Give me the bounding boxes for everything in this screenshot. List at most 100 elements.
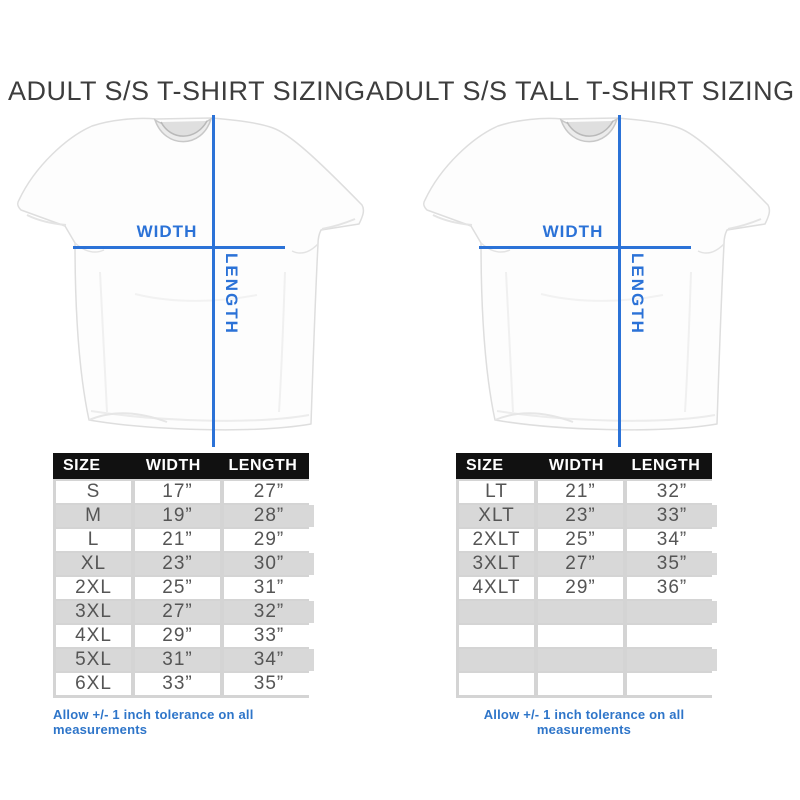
table-cell	[459, 625, 534, 647]
table-row: L 21” 29”	[56, 529, 314, 551]
table-row: 2XL 25” 31”	[56, 577, 314, 599]
table-cell: 4XLT	[459, 577, 534, 599]
table-cell: 31”	[135, 649, 220, 671]
table-cell: 17”	[135, 481, 220, 503]
tshirt-image	[422, 117, 771, 431]
table-cell: XLT	[459, 505, 534, 527]
table-cell	[459, 601, 534, 623]
table-row: 6XL 33” 35”	[56, 673, 314, 695]
table-row: 5XL 31” 34”	[56, 649, 314, 671]
width-line	[479, 246, 691, 249]
table-row	[459, 625, 717, 647]
table-cell: M	[56, 505, 131, 527]
table-body: LT 21” 32” XLT 23” 33” 2XLT 25” 34” 3XLT 27” 35” 4XL…	[456, 479, 717, 698]
table-cell: 3XLT	[459, 553, 534, 575]
table-cell: 6XL	[56, 673, 131, 695]
width-label: WIDTH	[542, 222, 604, 241]
table-row	[459, 649, 717, 671]
table-cell	[459, 649, 534, 671]
column-header-length: LENGTH	[631, 457, 701, 474]
column-header-size: SIZE	[63, 457, 101, 474]
table-cell: 34”	[224, 649, 314, 671]
table-cell: 23”	[538, 505, 623, 527]
table-row: S 17” 27”	[56, 481, 314, 503]
table-cell: 33”	[135, 673, 220, 695]
table-cell: 29”	[135, 625, 220, 647]
table-row: 4XLT 29” 36”	[459, 577, 717, 599]
size-table-tall: SIZE WIDTH LENGTH LT 21” 32” XLT 23” 33” 2XLT 2…	[456, 453, 717, 698]
table-cell	[538, 649, 623, 671]
table-cell: 23”	[135, 553, 220, 575]
table-cell: 25”	[538, 529, 623, 551]
width-label: WIDTH	[136, 222, 198, 241]
table-cell: 25”	[135, 577, 220, 599]
table-cell: 31”	[224, 577, 314, 599]
tolerance-footnote: Allow +/- 1 inch tolerance on all measur…	[483, 707, 685, 737]
tolerance-footnote: Allow +/- 1 inch tolerance on all measur…	[53, 707, 254, 737]
table-cell: 2XLT	[459, 529, 534, 551]
table-cell: 19”	[135, 505, 220, 527]
table-cell: 5XL	[56, 649, 131, 671]
page-title: ADULT S/S T-SHIRT SIZING	[8, 76, 366, 106]
table-cell: 2XL	[56, 577, 131, 599]
table-cell: XL	[56, 553, 131, 575]
table-cell: LT	[459, 481, 534, 503]
table-row: 3XL 27” 32”	[56, 601, 314, 623]
table-body: S 17” 27” M 19” 28” L 21” 29” XL 23” 30” 2XL 25” 31” 3X…	[53, 479, 314, 698]
table-cell: S	[56, 481, 131, 503]
page-title: ADULT S/S TALL T-SHIRT SIZING	[366, 76, 795, 106]
table-cell: 3XL	[56, 601, 131, 623]
table-cell: 32”	[627, 481, 717, 503]
table-cell: 29”	[224, 529, 314, 551]
table-header-row: SIZE WIDTH LENGTH	[53, 453, 309, 479]
table-cell	[538, 625, 623, 647]
length-line	[212, 115, 215, 447]
table-cell: 35”	[224, 673, 314, 695]
table-cell: 29”	[538, 577, 623, 599]
table-cell	[627, 649, 717, 671]
table-cell: L	[56, 529, 131, 551]
table-row: XLT 23” 33”	[459, 505, 717, 527]
table-row: 2XLT 25” 34”	[459, 529, 717, 551]
size-table-regular: SIZE WIDTH LENGTH S 17” 27” M 19” 28” L 21” 29” X…	[53, 453, 314, 698]
table-cell: 36”	[627, 577, 717, 599]
table-row	[459, 673, 717, 695]
length-label: LENGTH	[222, 253, 241, 335]
table-cell	[627, 625, 717, 647]
table-cell: 27”	[224, 481, 314, 503]
table-row	[459, 601, 717, 623]
tshirt-image	[16, 117, 365, 431]
column-header-width: WIDTH	[548, 457, 604, 474]
column-header-size: SIZE	[466, 457, 504, 474]
table-cell: 21”	[135, 529, 220, 551]
table-cell	[459, 673, 534, 695]
table-cell: 35”	[627, 553, 717, 575]
table-cell: 30”	[224, 553, 314, 575]
table-row: M 19” 28”	[56, 505, 314, 527]
table-row: 3XLT 27” 35”	[459, 553, 717, 575]
table-cell: 21”	[538, 481, 623, 503]
length-line	[618, 115, 621, 447]
table-header-row: SIZE WIDTH LENGTH	[456, 453, 712, 479]
tshirt-illustration: WIDTH LENGTH	[421, 112, 771, 452]
tshirt-illustration: WIDTH LENGTH	[15, 112, 365, 452]
table-cell: 27”	[538, 553, 623, 575]
table-cell	[538, 601, 623, 623]
table-cell	[538, 673, 623, 695]
width-line	[73, 246, 285, 249]
table-row: XL 23” 30”	[56, 553, 314, 575]
table-cell: 33”	[224, 625, 314, 647]
table-cell: 33”	[627, 505, 717, 527]
table-cell: 28”	[224, 505, 314, 527]
table-cell	[627, 673, 717, 695]
table-row: 4XL 29” 33”	[56, 625, 314, 647]
table-cell: 32”	[224, 601, 314, 623]
column-header-length: LENGTH	[228, 457, 298, 474]
table-cell: 4XL	[56, 625, 131, 647]
table-row: LT 21” 32”	[459, 481, 717, 503]
table-cell	[627, 601, 717, 623]
length-label: LENGTH	[628, 253, 647, 335]
table-cell: 27”	[135, 601, 220, 623]
column-header-width: WIDTH	[145, 457, 201, 474]
